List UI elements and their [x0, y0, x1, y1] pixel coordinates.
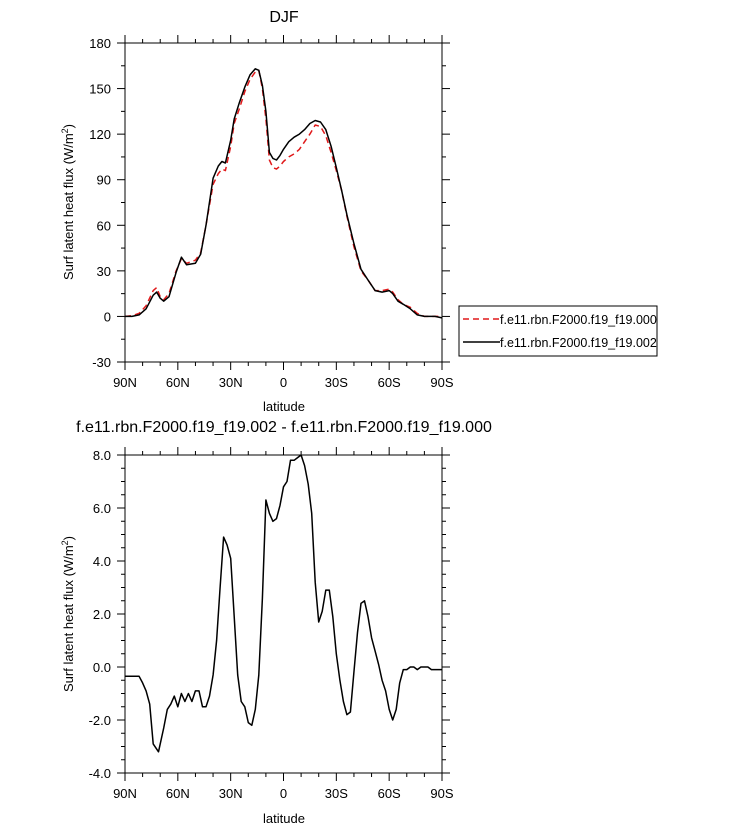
series-line-1 [124, 69, 442, 318]
x-tick-label: 90N [113, 375, 137, 390]
y-tick-label: 2.0 [93, 607, 111, 622]
x-tick-label: 90S [430, 375, 453, 390]
y-tick-label: 120 [89, 127, 111, 142]
x-tick-label: 0 [280, 786, 287, 801]
y-tick-label: 90 [97, 173, 111, 188]
x-tick-label: 90N [113, 786, 137, 801]
legend: f.e11.rbn.F2000.f19_f19.000 f.e11.rbn.F2… [458, 305, 658, 357]
y-axis-label: Surf latent heat flux (W/m2) [60, 536, 76, 692]
series-line-2 [125, 68, 443, 319]
legend-label-series-2: f.e11.rbn.F2000.f19_f19.002 [500, 336, 657, 350]
x-tick-label: 60N [166, 375, 190, 390]
legend-label-series-1: f.e11.rbn.F2000.f19_f19.000 [500, 313, 657, 327]
chart-title: f.e11.rbn.F2000.f19_f19.002 - f.e11.rbn.… [76, 419, 492, 436]
y-tick-label: 60 [97, 218, 111, 233]
y-tick-label: 180 [89, 36, 111, 51]
bottom-chart: f.e11.rbn.F2000.f19_f19.002 - f.e11.rbn.… [60, 419, 492, 826]
series-lines [125, 454, 442, 753]
x-axis-label: latitude [263, 399, 305, 414]
y-tick-label: -30 [92, 355, 111, 370]
plot-area [124, 454, 443, 774]
y-tick-label: 4.0 [93, 554, 111, 569]
y-tick-label: 150 [89, 82, 111, 97]
series-line-1 [125, 454, 442, 753]
x-tick-label: 30S [325, 375, 348, 390]
chart-title: DJF [269, 9, 299, 26]
y-tick-label: 0 [104, 309, 111, 324]
plot-area [124, 42, 443, 363]
x-tick-label: 0 [280, 375, 287, 390]
y-tick-label: -2.0 [89, 713, 111, 728]
x-tick-label: 90S [430, 786, 453, 801]
axis-ticks: 90N 60N 30N 0 30S 60S 90S -30 0 30 60 90 120 150 180 [89, 35, 454, 390]
top-chart: DJF 90N 60N 30N 0 30S 60S 90S -30 0 30 60 90 120 150 1… [60, 9, 658, 414]
y-tick-label: 30 [97, 264, 111, 279]
x-tick-label: 60N [166, 786, 190, 801]
y-tick-label: -4.0 [89, 766, 111, 781]
x-tick-label: 30N [219, 375, 243, 390]
plot-frame [124, 42, 443, 363]
x-tick-label: 30S [325, 786, 348, 801]
y-tick-label: 6.0 [93, 501, 111, 516]
plot-frame [124, 454, 443, 774]
x-tick-label: 30N [219, 786, 243, 801]
series-lines [124, 68, 443, 319]
x-tick-label: 60S [378, 786, 401, 801]
x-axis-label: latitude [263, 811, 305, 826]
y-tick-label: 0.0 [93, 660, 111, 675]
legend-box [458, 305, 658, 357]
axis-ticks: 90N 60N 30N 0 30S 60S 90S -4.0 -2.0 0.0 2.0 4.0 6.0 8… [89, 447, 454, 801]
y-axis-label: Surf latent heat flux (W/m2) [60, 124, 76, 280]
x-tick-label: 60S [378, 375, 401, 390]
y-tick-label: 8.0 [93, 448, 111, 463]
